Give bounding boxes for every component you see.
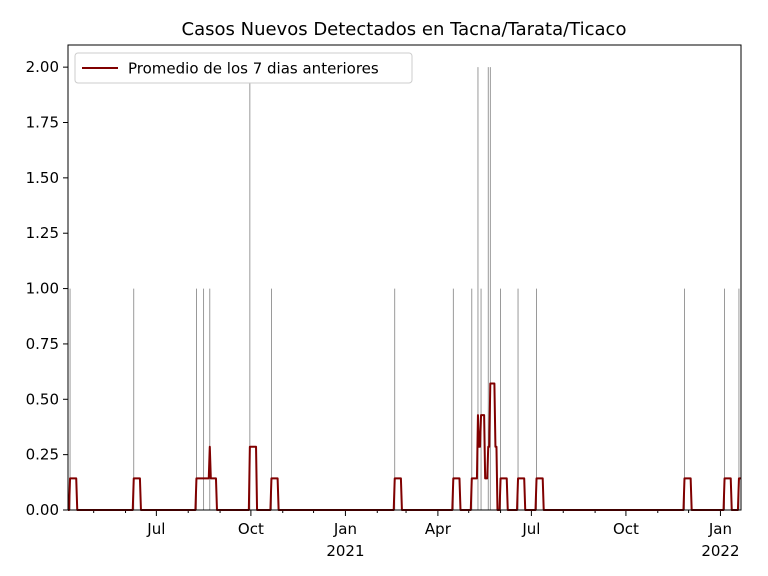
x-tick-label: Jul xyxy=(521,520,540,538)
x-tick-label: Jul xyxy=(146,520,165,538)
legend: Promedio de los 7 dias anteriores xyxy=(74,52,413,84)
x-tick-label: Apr xyxy=(425,520,452,538)
x-tick-label: Oct xyxy=(613,520,639,538)
legend-box xyxy=(74,52,413,84)
x-tick-year-label: 2021 xyxy=(326,542,364,560)
y-tick-label: 1.75 xyxy=(26,114,59,132)
rolling-average-line xyxy=(68,382,741,511)
y-tick-label: 2.00 xyxy=(26,58,59,76)
y-tick-label: 1.00 xyxy=(26,280,59,298)
y-tick-label: 0.25 xyxy=(26,446,59,464)
x-tick-label: Jan xyxy=(333,520,357,538)
legend-label: Promedio de los 7 dias anteriores xyxy=(128,60,379,78)
y-tick-label: 1.50 xyxy=(26,169,59,187)
y-tick-label: 0.50 xyxy=(26,390,59,408)
y-tick-label: 1.25 xyxy=(26,224,59,242)
y-tick-label: 0.75 xyxy=(26,335,59,353)
x-tick-year-label: 2022 xyxy=(701,542,739,560)
daily-cases-bars xyxy=(69,67,740,510)
plot-frame xyxy=(67,44,742,511)
x-tick-label: Jan xyxy=(708,520,732,538)
x-axis: Jul Oct Jan 2021 Apr Jul Oct Jan 2022 xyxy=(93,510,740,560)
y-tick-label: 0.00 xyxy=(26,501,59,519)
x-tick-label: Oct xyxy=(238,520,264,538)
y-axis: 0.00 0.25 0.50 0.75 1.00 1.25 1.50 1.75 2.00 xyxy=(26,58,68,519)
chart-title: Casos Nuevos Detectados en Tacna/Tarata/… xyxy=(182,19,627,40)
